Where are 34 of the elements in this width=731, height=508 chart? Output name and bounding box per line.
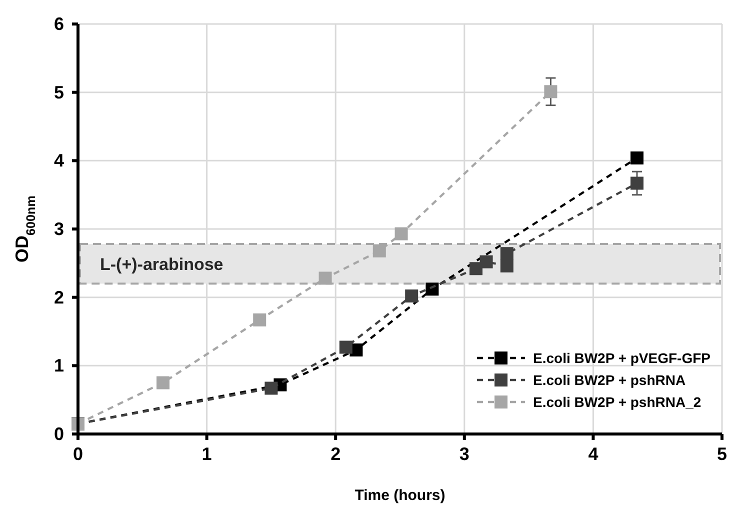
point <box>500 247 514 260</box>
point <box>480 255 493 268</box>
y-tick-label: 6 <box>54 14 64 34</box>
point <box>372 244 386 258</box>
point <box>156 376 170 390</box>
x-tick-label: 5 <box>716 444 728 464</box>
x-tick-label: 4 <box>588 444 598 464</box>
legend-label: E.coli BW2P + pVEGF-GFP <box>533 350 710 366</box>
x-tick-label: 1 <box>202 444 212 464</box>
x-tick-label: 2 <box>330 444 341 464</box>
legend-label: E.coli BW2P + pshRNA <box>533 372 686 388</box>
y-tick-label: 4 <box>54 150 64 171</box>
point <box>630 176 644 190</box>
y-tick-label: 0 <box>54 424 64 444</box>
y-tick-label: 2 <box>54 287 64 308</box>
point <box>253 313 266 326</box>
point <box>469 262 482 276</box>
point <box>264 382 278 395</box>
y-tick-label: 5 <box>54 82 64 102</box>
point <box>630 151 644 164</box>
point <box>394 227 408 240</box>
y-tick-label: 1 <box>54 356 64 376</box>
point <box>318 272 332 285</box>
y-tick-label: 3 <box>54 219 64 239</box>
band-label: L-(+)-arabinose <box>100 254 224 274</box>
x-axis-title: Time (hours) <box>354 487 446 504</box>
legend-label: E.coli BW2P + pshRNA_2 <box>533 394 702 410</box>
point <box>544 85 558 98</box>
x-tick-label: 3 <box>459 444 470 464</box>
point <box>405 289 418 302</box>
point <box>339 340 352 354</box>
point <box>426 282 439 296</box>
x-tick-label: 0 <box>72 444 84 464</box>
point <box>500 259 514 272</box>
